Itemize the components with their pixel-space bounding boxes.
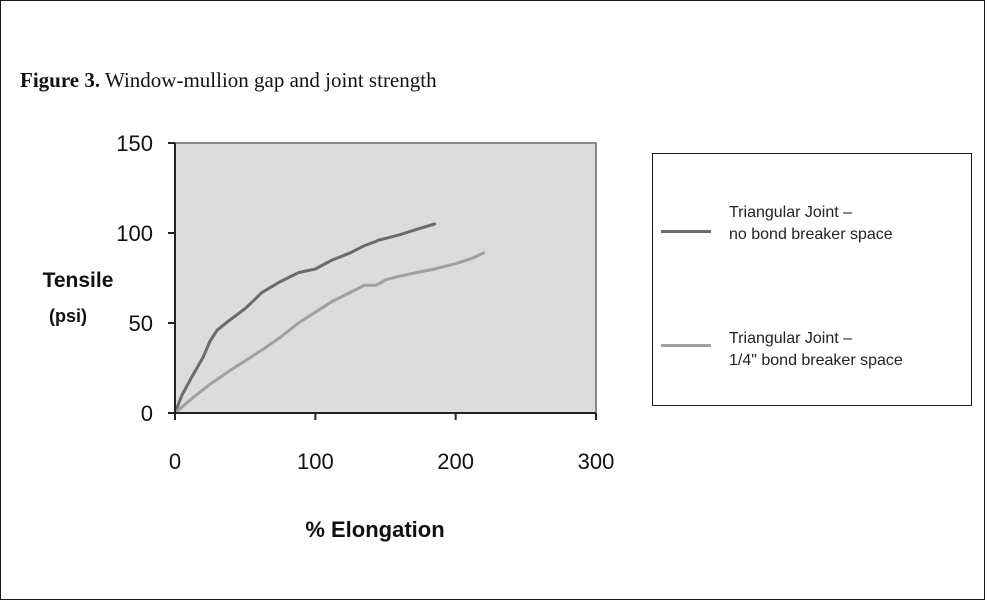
y-tick-label: 100 — [116, 221, 153, 246]
line-chart: 0 50 100 150 0 100 200 300 % Elongation Tensile… — [43, 131, 615, 542]
x-axis-title: % Elongation — [305, 517, 444, 542]
series-line-1 — [173, 222, 437, 415]
x-tick-label: 0 — [169, 449, 181, 474]
y-tick-label: 0 — [141, 401, 153, 426]
y-axis-unit: (psi) — [49, 306, 87, 326]
y-tick-label: 150 — [116, 131, 153, 156]
series-layer — [173, 222, 486, 415]
x-tick-label: 200 — [437, 449, 474, 474]
legend: Triangular Joint – no bond breaker space… — [652, 153, 972, 406]
x-tick-label: 100 — [297, 449, 334, 474]
legend-label-line-1: Triangular Joint – — [729, 204, 853, 221]
legend-label-line-1: Triangular Joint – — [729, 330, 853, 347]
legend-label-quarter-inch-bond-breaker: Triangular Joint – 1/4" bond breaker spa… — [729, 328, 903, 372]
plot-area — [174, 142, 597, 414]
figure-caption-text: Window-mullion gap and joint strength — [100, 68, 437, 92]
x-tick-label: 300 — [578, 449, 615, 474]
y-tick-label: 50 — [129, 311, 153, 336]
legend-label-no-bond-breaker: Triangular Joint – no bond breaker space — [729, 202, 893, 246]
figure-label: Figure 3. — [20, 68, 101, 92]
legend-swatch-quarter-inch-bond-breaker — [661, 344, 711, 347]
ticks-layer: 0 50 100 150 0 100 200 300 — [116, 131, 614, 474]
y-axis-title: Tensile — [43, 269, 114, 292]
figure-caption: Figure 3. Window-mullion gap and joint s… — [20, 68, 437, 93]
series-line-2 — [173, 251, 486, 415]
legend-swatch-no-bond-breaker — [661, 230, 711, 233]
legend-label-line-2: 1/4" bond breaker space — [729, 352, 903, 369]
legend-label-line-2: no bond breaker space — [729, 226, 893, 243]
